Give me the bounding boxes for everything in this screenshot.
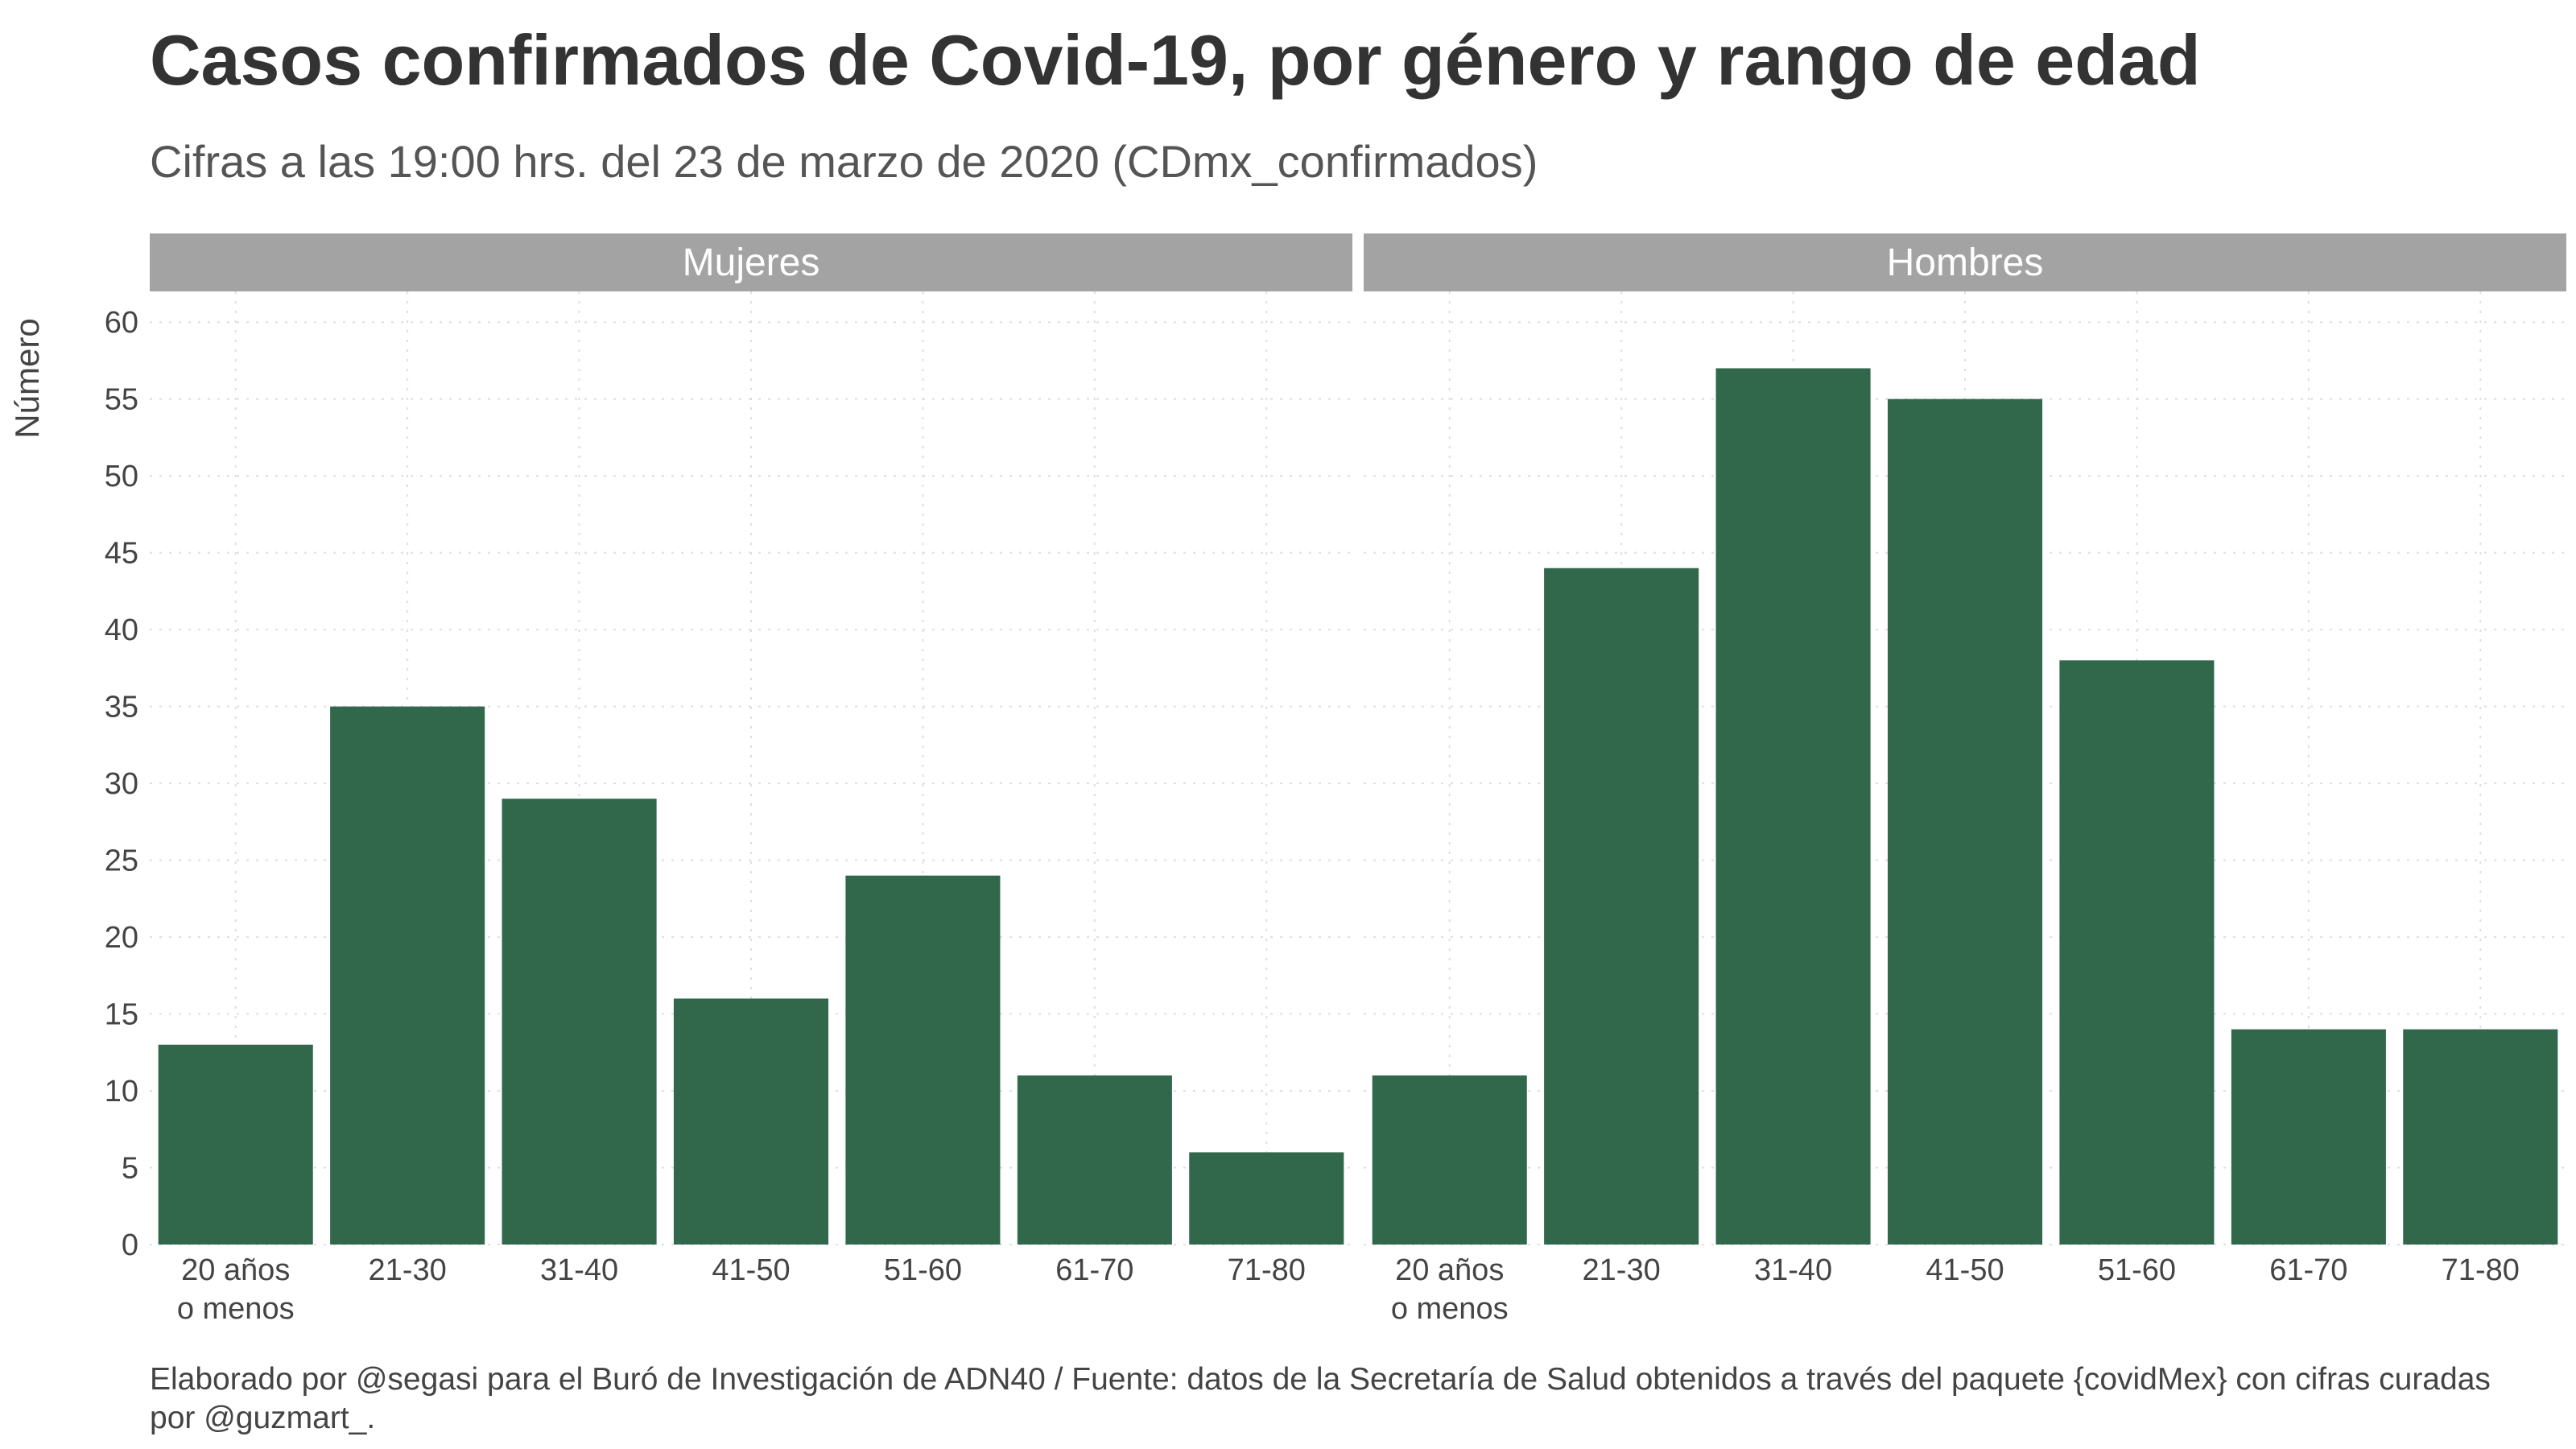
x-tick-label: 51-60: [2098, 1253, 2176, 1287]
x-tick-label: 21-30: [1583, 1253, 1661, 1287]
panel-strip: [150, 233, 1352, 291]
y-tick-label: 15: [105, 998, 138, 1032]
x-tick-label: 61-70: [1055, 1253, 1133, 1287]
y-tick-label: 45: [105, 537, 138, 571]
y-tick-label: 20: [105, 921, 138, 955]
panel-strip-label: Hombres: [1887, 242, 2044, 284]
bar: [1544, 568, 1699, 1245]
x-tick-label: 20 años: [181, 1253, 290, 1287]
x-tick-label: o menos: [177, 1292, 295, 1326]
bar: [845, 875, 1001, 1245]
y-tick-label: 60: [105, 306, 138, 340]
x-tick-label: 21-30: [369, 1253, 447, 1287]
panel-strip-label: Mujeres: [683, 242, 820, 284]
bar: [2403, 1029, 2558, 1245]
chart-title: Casos confirmados de Covid-19, por géner…: [150, 20, 2201, 100]
y-axis-title: Número: [8, 318, 46, 438]
y-tick-label: 35: [105, 691, 138, 724]
bar: [502, 799, 657, 1245]
x-tick-label: 41-50: [712, 1253, 790, 1287]
x-tick-label: 20 años: [1395, 1253, 1504, 1287]
y-tick-label: 55: [105, 383, 138, 417]
x-tick-label: 31-40: [1754, 1253, 1832, 1287]
y-tick-label: 50: [105, 460, 138, 493]
bar: [330, 706, 485, 1245]
y-tick-label: 40: [105, 613, 138, 647]
x-tick-label: 51-60: [884, 1253, 962, 1287]
bar: [1715, 368, 1871, 1245]
y-tick-label: 30: [105, 767, 138, 801]
bar: [1189, 1152, 1344, 1245]
chart-caption: Elaborado por @segasi para el Buró de In…: [150, 1362, 2491, 1435]
x-tick-label: o menos: [1391, 1292, 1509, 1326]
bar: [1372, 1075, 1527, 1245]
bar: [1887, 398, 2043, 1245]
bar: [2231, 1029, 2386, 1245]
bar: [673, 998, 829, 1245]
bar: [158, 1044, 313, 1245]
x-tick-label: 71-80: [2442, 1253, 2520, 1287]
chart-subtitle: Cifras a las 19:00 hrs. del 23 de marzo …: [150, 136, 1538, 187]
y-tick-label: 0: [122, 1228, 138, 1262]
bar: [2059, 660, 2215, 1245]
x-tick-label: 41-50: [1926, 1253, 2004, 1287]
bar: [1017, 1075, 1172, 1245]
y-tick-label: 25: [105, 844, 138, 878]
x-tick-label: 31-40: [540, 1253, 618, 1287]
x-tick-label: 61-70: [2269, 1253, 2347, 1287]
y-tick-label: 10: [105, 1075, 138, 1108]
bar-chart: Número 0 5 10 15 20 25 30 35 40 45 50 55 60 Mujeres 20 …: [8, 233, 2566, 1326]
x-tick-label: 71-80: [1228, 1253, 1306, 1287]
panel-strip: [1364, 233, 2566, 291]
y-tick-label: 5: [122, 1152, 138, 1186]
